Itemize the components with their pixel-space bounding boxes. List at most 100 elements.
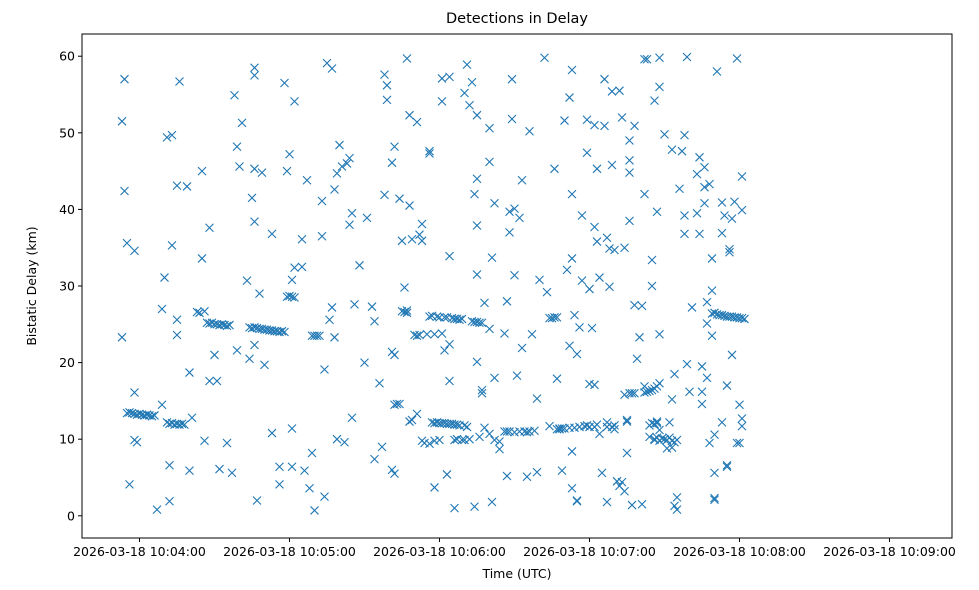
- data-point: [317, 231, 327, 241]
- data-point: [707, 254, 717, 263]
- data-point: [452, 420, 462, 430]
- data-point: [632, 354, 642, 364]
- data-point: [665, 417, 674, 427]
- data-point: [502, 427, 512, 436]
- data-point: [505, 207, 514, 217]
- data-point: [377, 442, 387, 452]
- data-point: [445, 339, 454, 349]
- data-point: [655, 425, 664, 435]
- data-point: [120, 74, 129, 84]
- data-point: [185, 466, 194, 475]
- data-point: [737, 205, 747, 215]
- data-point: [722, 460, 732, 470]
- data-point: [737, 421, 747, 431]
- data-point: [472, 270, 482, 279]
- data-point: [597, 468, 607, 478]
- data-point: [672, 435, 682, 445]
- data-point: [405, 201, 414, 210]
- data-point: [407, 415, 417, 425]
- data-point: [267, 428, 277, 438]
- data-point: [345, 153, 354, 163]
- data-point: [237, 118, 247, 128]
- data-point: [560, 116, 569, 125]
- data-point: [227, 468, 237, 478]
- data-point: [457, 435, 467, 445]
- data-point: [700, 162, 709, 172]
- data-point: [570, 310, 579, 320]
- data-point: [702, 373, 712, 383]
- data-point: [680, 229, 689, 239]
- data-point: [535, 275, 544, 285]
- data-point: [395, 194, 404, 204]
- data-point: [732, 54, 742, 63]
- data-point: [462, 422, 472, 432]
- data-point: [650, 434, 659, 444]
- y-tick-label: 0: [67, 508, 75, 523]
- data-point: [700, 182, 709, 192]
- data-point: [622, 417, 632, 426]
- data-point: [727, 350, 737, 360]
- data-point: [672, 493, 682, 502]
- data-point: [455, 315, 464, 325]
- data-point: [475, 318, 484, 328]
- data-point: [682, 359, 692, 369]
- data-point: [325, 315, 334, 325]
- data-point: [667, 443, 677, 453]
- data-point: [485, 123, 494, 133]
- data-point: [602, 233, 612, 243]
- data-point: [630, 300, 639, 310]
- data-point: [462, 60, 472, 70]
- data-point: [552, 313, 562, 322]
- data-point: [457, 314, 467, 324]
- data-point: [232, 142, 242, 151]
- data-point: [672, 505, 682, 515]
- x-tick-label: 2026-03-18 10:06:00: [373, 544, 506, 559]
- data-point: [430, 483, 439, 492]
- data-point: [705, 438, 714, 448]
- data-point: [727, 214, 737, 223]
- data-point: [567, 483, 577, 493]
- data-point: [710, 308, 719, 318]
- data-point: [390, 142, 399, 151]
- data-point: [557, 466, 567, 475]
- data-point: [627, 500, 637, 510]
- data-point: [490, 435, 499, 445]
- data-point: [390, 469, 399, 479]
- data-point: [405, 110, 414, 120]
- data-point: [407, 234, 417, 244]
- data-point: [582, 115, 592, 125]
- data-point: [287, 292, 297, 302]
- data-point: [192, 307, 202, 317]
- data-point: [695, 229, 704, 239]
- data-point: [697, 387, 707, 397]
- data-point: [245, 354, 254, 364]
- data-point: [147, 411, 157, 421]
- data-point: [335, 140, 344, 150]
- data-point: [437, 74, 447, 83]
- plot-area: [117, 52, 749, 515]
- data-point: [542, 287, 552, 297]
- data-point: [517, 343, 527, 353]
- data-point: [695, 152, 704, 162]
- data-point: [432, 312, 442, 322]
- data-point: [445, 251, 454, 261]
- data-point: [172, 315, 182, 325]
- data-point: [660, 129, 669, 139]
- data-point: [710, 468, 719, 478]
- data-point: [737, 414, 747, 423]
- data-point: [565, 341, 574, 351]
- y-tick-label: 40: [59, 202, 75, 217]
- data-point: [647, 385, 657, 395]
- data-point: [655, 82, 664, 92]
- x-tick-label: 2026-03-18 10:07:00: [523, 544, 656, 559]
- data-point: [327, 64, 337, 73]
- data-point: [640, 189, 649, 199]
- data-point: [467, 77, 477, 87]
- data-point: [717, 228, 727, 238]
- y-tick-label: 10: [59, 432, 75, 447]
- data-point: [667, 145, 677, 155]
- data-point: [127, 408, 137, 418]
- data-point: [577, 211, 587, 220]
- x-tick-label: 2026-03-18 10:09:00: [823, 544, 956, 559]
